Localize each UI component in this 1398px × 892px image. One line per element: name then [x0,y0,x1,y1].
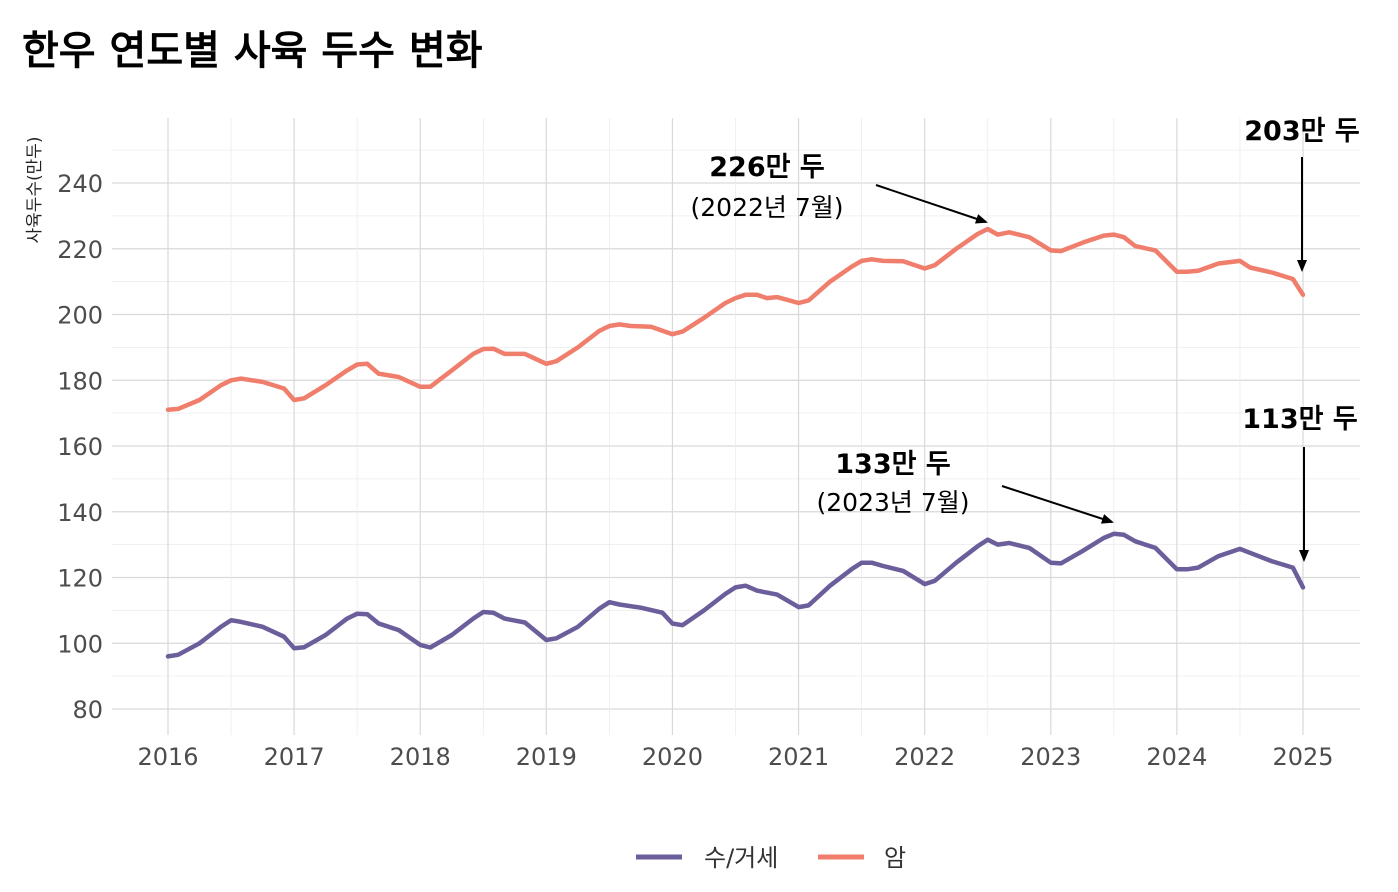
y-tick-label: 200 [57,302,103,330]
grid [112,118,1360,735]
annotation-label: 203만 두 [1244,116,1359,147]
annotation-label: 133만 두 [835,449,950,480]
x-tick-label: 2017 [264,743,325,771]
annotation-female-peak: 226만 두 (2022년 7월) [691,152,988,224]
x-tick-label: 2023 [1020,743,1081,771]
y-axis-label: 사육두수(만두) [25,136,45,243]
annotation-female-latest: 203만 두 [1244,116,1360,272]
x-tick-label: 2021 [768,743,829,771]
legend: 수/거세 암 [636,844,906,872]
y-tick-label: 240 [57,170,103,198]
annotation-arrow [1001,485,1114,524]
series-lines [165,226,1306,659]
annotation-arrow [875,184,988,224]
y-tick-label: 180 [57,367,103,395]
y-tick-label: 160 [57,433,103,461]
legend-label-female: 암 [884,844,906,872]
annotation-label: 226만 두 [709,152,824,183]
x-tick-label: 2018 [390,743,451,771]
annotation-male-latest: 113만 두 [1242,404,1358,562]
x-tick-label: 2024 [1146,743,1207,771]
y-tick-label: 220 [57,236,103,264]
series-line-male [165,531,1306,659]
y-tick-label: 120 [57,565,103,593]
x-tick-label: 2020 [642,743,703,771]
y-tick-label: 80 [72,696,103,724]
x-axis: 2016 2017 2018 2019 2020 2021 2022 2023 2024 2025 [137,743,1333,771]
annotation-sub: (2022년 7월) [691,193,844,222]
y-tick-label: 100 [57,630,103,658]
x-tick-label: 2019 [516,743,577,771]
series-line-female [165,226,1306,413]
x-tick-label: 2022 [894,743,955,771]
y-axis: 80 100 120 140 160 180 200 220 240 [57,170,103,724]
x-tick-label: 2025 [1272,743,1333,771]
y-tick-label: 140 [57,499,103,527]
annotation-male-peak: 133만 두 (2023년 7월) [817,449,1114,524]
annotation-label: 113만 두 [1242,404,1357,435]
chart-title: 한우 연도별 사육 두수 변화 [22,28,483,74]
x-tick-label: 2016 [137,743,198,771]
annotation-sub: (2023년 7월) [817,488,970,517]
legend-label-male: 수/거세 [704,844,778,872]
